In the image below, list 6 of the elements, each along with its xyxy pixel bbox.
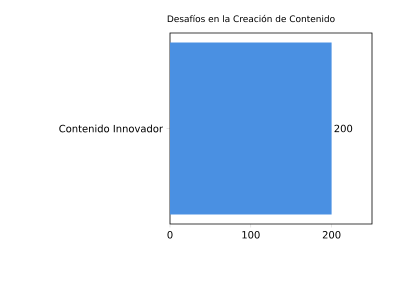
x-tick-label: 100 (242, 230, 260, 239)
chart-title: Desafíos en la Creación de Contenido (168, 14, 335, 22)
x-tick-label: 200 (322, 230, 340, 239)
x-tick-label: 0 (167, 230, 173, 239)
data-label: 200 (334, 124, 352, 132)
y-tick-label: Contenido Innovador (59, 124, 164, 132)
